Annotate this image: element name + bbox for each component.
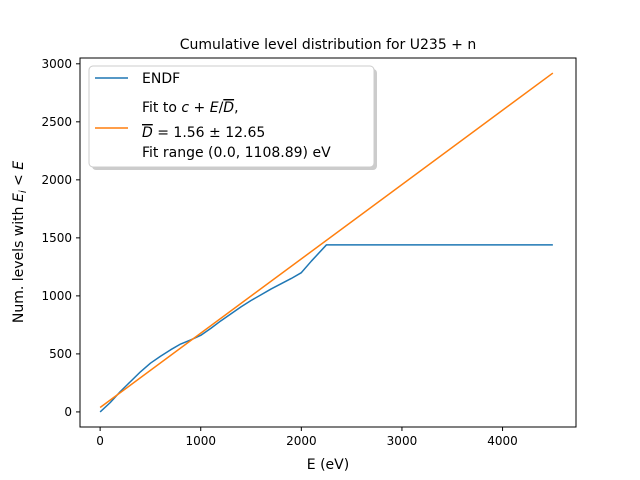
x-tick-label: 2000 (286, 434, 317, 448)
x-tick-label: 4000 (487, 434, 518, 448)
axes-frame (79, 57, 577, 428)
y-axis-label: Num. levels with Ei < E (11, 161, 29, 323)
series-line-fit (99, 72, 554, 409)
legend-label-endf: ENDF (142, 71, 180, 87)
plot-area: 0 1000 2000 3000 4000 0 500 1000 1500 2000 2500 300… (41, 57, 577, 448)
x-tick-label: 3000 (387, 434, 418, 448)
legend: ENDF Fit to c + E/D, D = 1.56 ± 12.65 Fi… (88, 65, 377, 170)
legend-label-fit-line3: Fit range (0.0, 1108.89) eV (142, 145, 331, 161)
chart-title: Cumulative level distribution for U235 +… (180, 37, 477, 53)
y-tick-label: 2000 (41, 173, 72, 187)
x-tick-label: 0 (96, 434, 104, 448)
series-layer (99, 72, 554, 413)
tick-layer: 0 1000 2000 3000 4000 0 500 1000 1500 2000 2500 300… (41, 57, 517, 448)
legend-label-fit-line1: Fit to c + E/D, (142, 100, 239, 116)
y-tick-label: 2500 (41, 115, 72, 129)
y-tick-label: 3000 (41, 57, 72, 71)
y-tick-label: 500 (49, 347, 72, 361)
x-axis-label: E (eV) (307, 457, 349, 473)
series-line-endf (99, 244, 553, 413)
legend-label-fit-line2: D = 1.56 ± 12.65 (142, 125, 265, 141)
y-tick-label: 1000 (41, 289, 72, 303)
legend-box (88, 65, 375, 168)
y-tick-label: 0 (64, 405, 72, 419)
x-tick-label: 1000 (185, 434, 216, 448)
y-tick-label: 1500 (41, 231, 72, 245)
